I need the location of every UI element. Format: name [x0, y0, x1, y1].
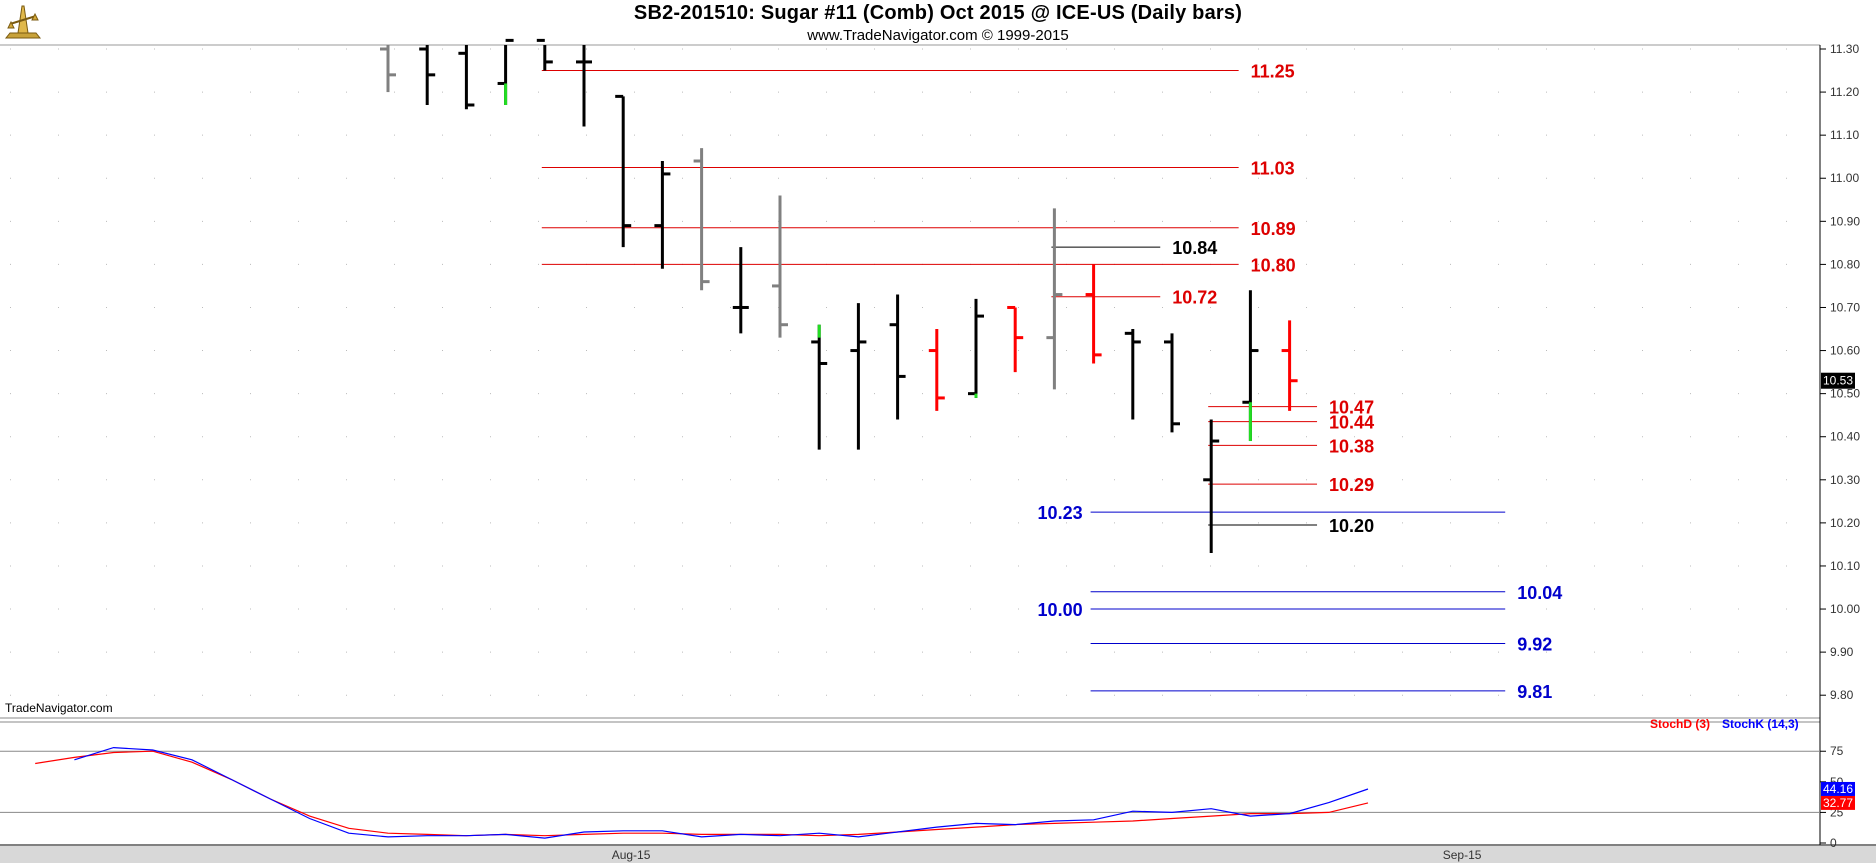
chart-title: SB2-201510: Sugar #11 (Comb) Oct 2015 @ … — [633, 2, 1243, 24]
level-label: 10.38 — [1329, 436, 1374, 456]
stoch-last-label: 44.16 — [1823, 782, 1853, 796]
legend-stoch-k: StochK (14,3) — [1722, 717, 1799, 731]
level-label: 11.03 — [1251, 158, 1295, 178]
stoch-tick-label: 75 — [1830, 744, 1844, 758]
level-label: 10.00 — [1038, 600, 1083, 620]
price-tick-label: 10.30 — [1830, 473, 1860, 487]
trade-navigator-logo-icon — [4, 5, 42, 39]
chart-subtitle: www.TradeNavigator.com © 1999-2015 — [807, 27, 1069, 44]
stoch-last-marker — [1821, 781, 1855, 796]
price-tick-label: 10.80 — [1830, 257, 1860, 271]
price-tick-label: 9.90 — [1830, 645, 1854, 659]
time-axis-band — [0, 846, 1876, 863]
price-tick-label: 10.90 — [1830, 214, 1860, 228]
price-tick-label: 10.10 — [1830, 559, 1860, 573]
level-label: 10.23 — [1038, 503, 1083, 523]
price-tick-label: 10.40 — [1830, 430, 1860, 444]
price-tick-label: 11.10 — [1830, 128, 1859, 142]
level-label: 9.81 — [1517, 682, 1552, 702]
level-label: 10.04 — [1517, 583, 1562, 603]
legend-stoch-d: StochD (3) — [1650, 717, 1710, 731]
level-label: 10.84 — [1172, 238, 1217, 258]
level-label: 10.89 — [1251, 219, 1296, 239]
price-tick-label: 11.30 — [1830, 42, 1859, 56]
last-price-marker — [1821, 372, 1855, 389]
level-label: 10.47 — [1329, 398, 1374, 418]
price-tick-label: 11.20 — [1830, 85, 1859, 99]
level-label: 9.92 — [1517, 635, 1552, 655]
last-price-label: 10.53 — [1823, 374, 1853, 388]
stoch-series-line — [74, 746, 1369, 839]
level-label: 11.25 — [1251, 62, 1295, 82]
level-label: 10.29 — [1329, 475, 1374, 495]
stoch-tick-label: 0 — [1830, 836, 1837, 850]
level-label: 10.80 — [1251, 255, 1296, 275]
time-tick-label: Sep-15 — [1443, 848, 1482, 862]
price-tick-label: 10.60 — [1830, 344, 1860, 358]
watermark-text: TradeNavigator.com — [5, 701, 113, 715]
stoch-series-line — [35, 750, 1369, 837]
level-label: 10.20 — [1329, 516, 1374, 536]
level-label: 10.72 — [1172, 288, 1217, 308]
level-label: 10.44 — [1329, 413, 1374, 433]
price-tick-label: 10.00 — [1830, 602, 1860, 616]
stoch-last-label: 32.77 — [1823, 796, 1853, 810]
price-tick-label: 11.00 — [1830, 171, 1859, 185]
price-tick-label: 9.80 — [1830, 688, 1854, 702]
stoch-last-marker — [1821, 795, 1855, 810]
price-tick-label: 10.70 — [1830, 300, 1860, 314]
price-tick-label: 10.20 — [1830, 516, 1860, 530]
price-tick-label: 10.50 — [1830, 387, 1860, 401]
time-tick-label: Aug-15 — [612, 848, 651, 862]
